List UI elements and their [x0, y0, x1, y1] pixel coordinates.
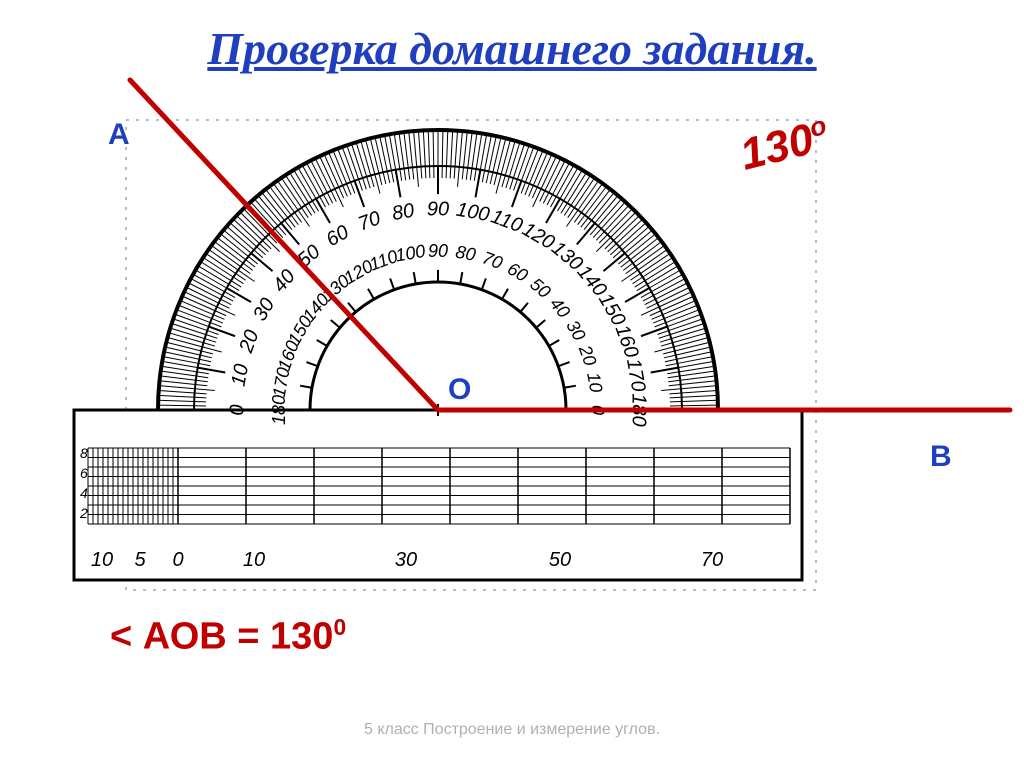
svg-text:10: 10	[583, 371, 606, 394]
svg-text:10: 10	[228, 362, 254, 388]
svg-text:50: 50	[549, 549, 571, 571]
result-angle-name: АОВ	[143, 616, 227, 658]
svg-text:90: 90	[427, 198, 449, 220]
result-lt: <	[110, 616, 132, 658]
svg-text:8: 8	[80, 445, 88, 461]
point-label-o: О	[448, 373, 471, 407]
point-label-b: В	[930, 440, 952, 474]
svg-text:10: 10	[243, 549, 265, 571]
svg-text:0: 0	[172, 549, 183, 571]
svg-text:180: 180	[269, 395, 289, 425]
svg-text:2: 2	[79, 505, 88, 521]
svg-text:30: 30	[395, 549, 417, 571]
svg-text:70: 70	[701, 549, 723, 571]
svg-text:10: 10	[91, 549, 113, 571]
result-degree-mark: 0	[333, 614, 346, 640]
svg-text:4: 4	[80, 485, 88, 501]
svg-text:90: 90	[428, 241, 448, 261]
slide-footer: 5 класс Построение и измерение углов.	[0, 721, 1024, 739]
svg-text:80: 80	[454, 242, 477, 265]
point-label-a: А	[108, 118, 130, 152]
angle-result: < АОВ = 1300	[110, 614, 346, 659]
svg-text:6: 6	[80, 465, 88, 481]
result-eq: = 130	[237, 616, 333, 658]
svg-text:80: 80	[390, 200, 416, 226]
svg-text:0: 0	[226, 404, 248, 415]
svg-text:5: 5	[134, 549, 146, 571]
